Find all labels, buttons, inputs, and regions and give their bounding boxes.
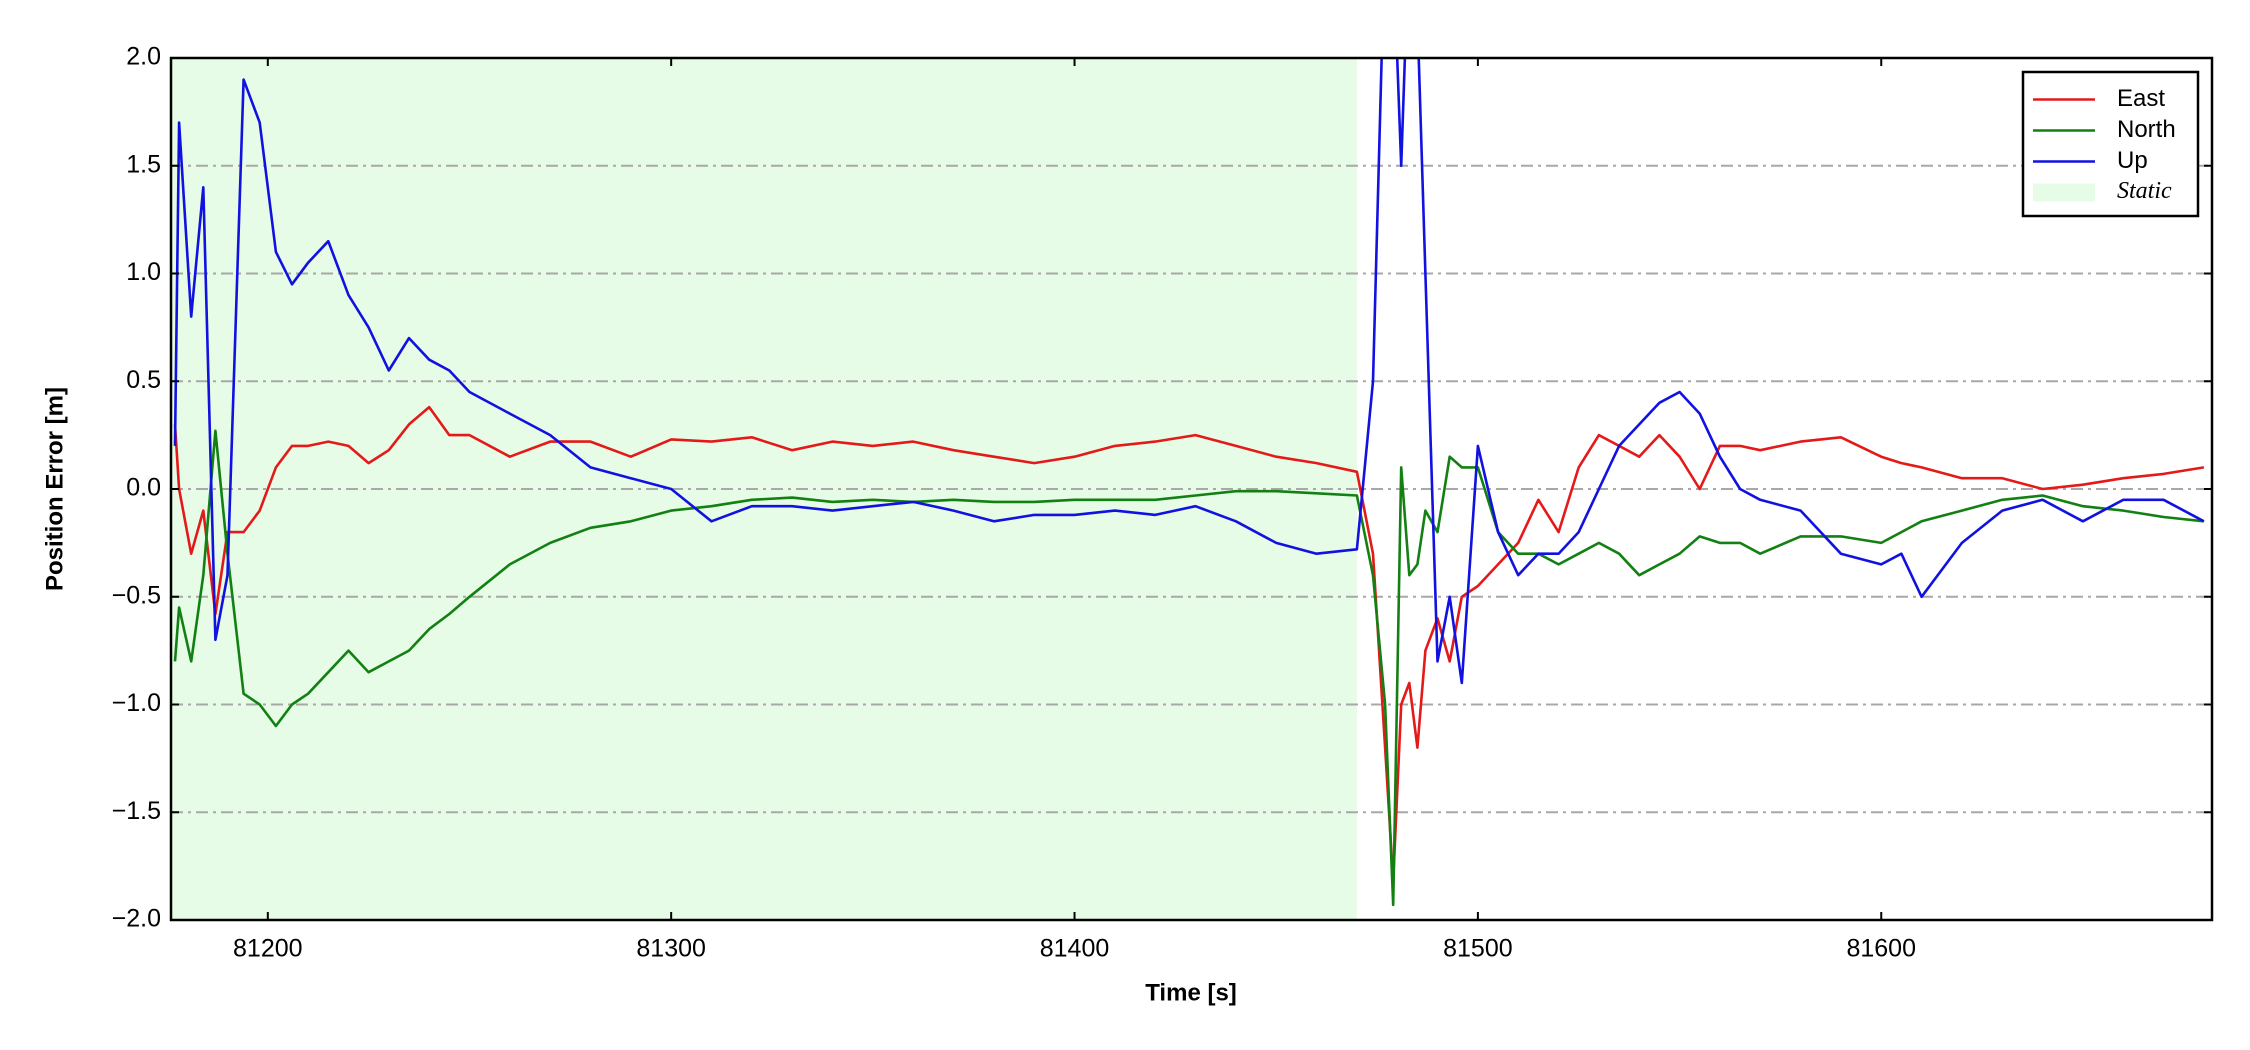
y-tick-label: 0.0	[126, 474, 161, 502]
x-tick-label: 81600	[1846, 935, 1916, 963]
legend-label: East	[2117, 85, 2165, 112]
legend-swatch	[2033, 183, 2095, 202]
series-line	[173, 429, 2205, 907]
legend-label: Static	[2117, 178, 2172, 204]
legend: East North Up Static	[2021, 70, 2200, 218]
x-tick-label: 81200	[233, 935, 303, 963]
y-tick-label: 2.0	[126, 43, 161, 71]
legend-label: Up	[2117, 147, 2148, 174]
x-axis-label: Time [s]	[1145, 979, 1237, 1006]
y-tick-label: 0.5	[126, 366, 161, 394]
x-tick-label: 81300	[636, 935, 706, 963]
y-tick-label: −2.0	[112, 905, 161, 933]
y-axis-label: Position Error [m]	[41, 387, 68, 591]
y-tick-label: 1.0	[126, 258, 161, 286]
x-tick-label: 81400	[1040, 935, 1110, 963]
x-tick-label: 81500	[1443, 935, 1513, 963]
series-line	[173, 58, 2205, 685]
y-tick-label: −1.0	[112, 689, 161, 717]
y-tick-label: 1.5	[126, 150, 161, 178]
y-tick-label: −1.5	[112, 797, 161, 825]
legend-label: North	[2117, 116, 2176, 143]
series-line	[173, 405, 2205, 883]
plot-area	[171, 58, 2212, 920]
axes: −2.0 −1.5 −1.0 −0.5 0.0 0.5 1.0 1.5 2.0 81200 8130…	[112, 43, 2214, 963]
plot-frame	[169, 56, 2214, 922]
y-tick-label: −0.5	[112, 581, 161, 609]
